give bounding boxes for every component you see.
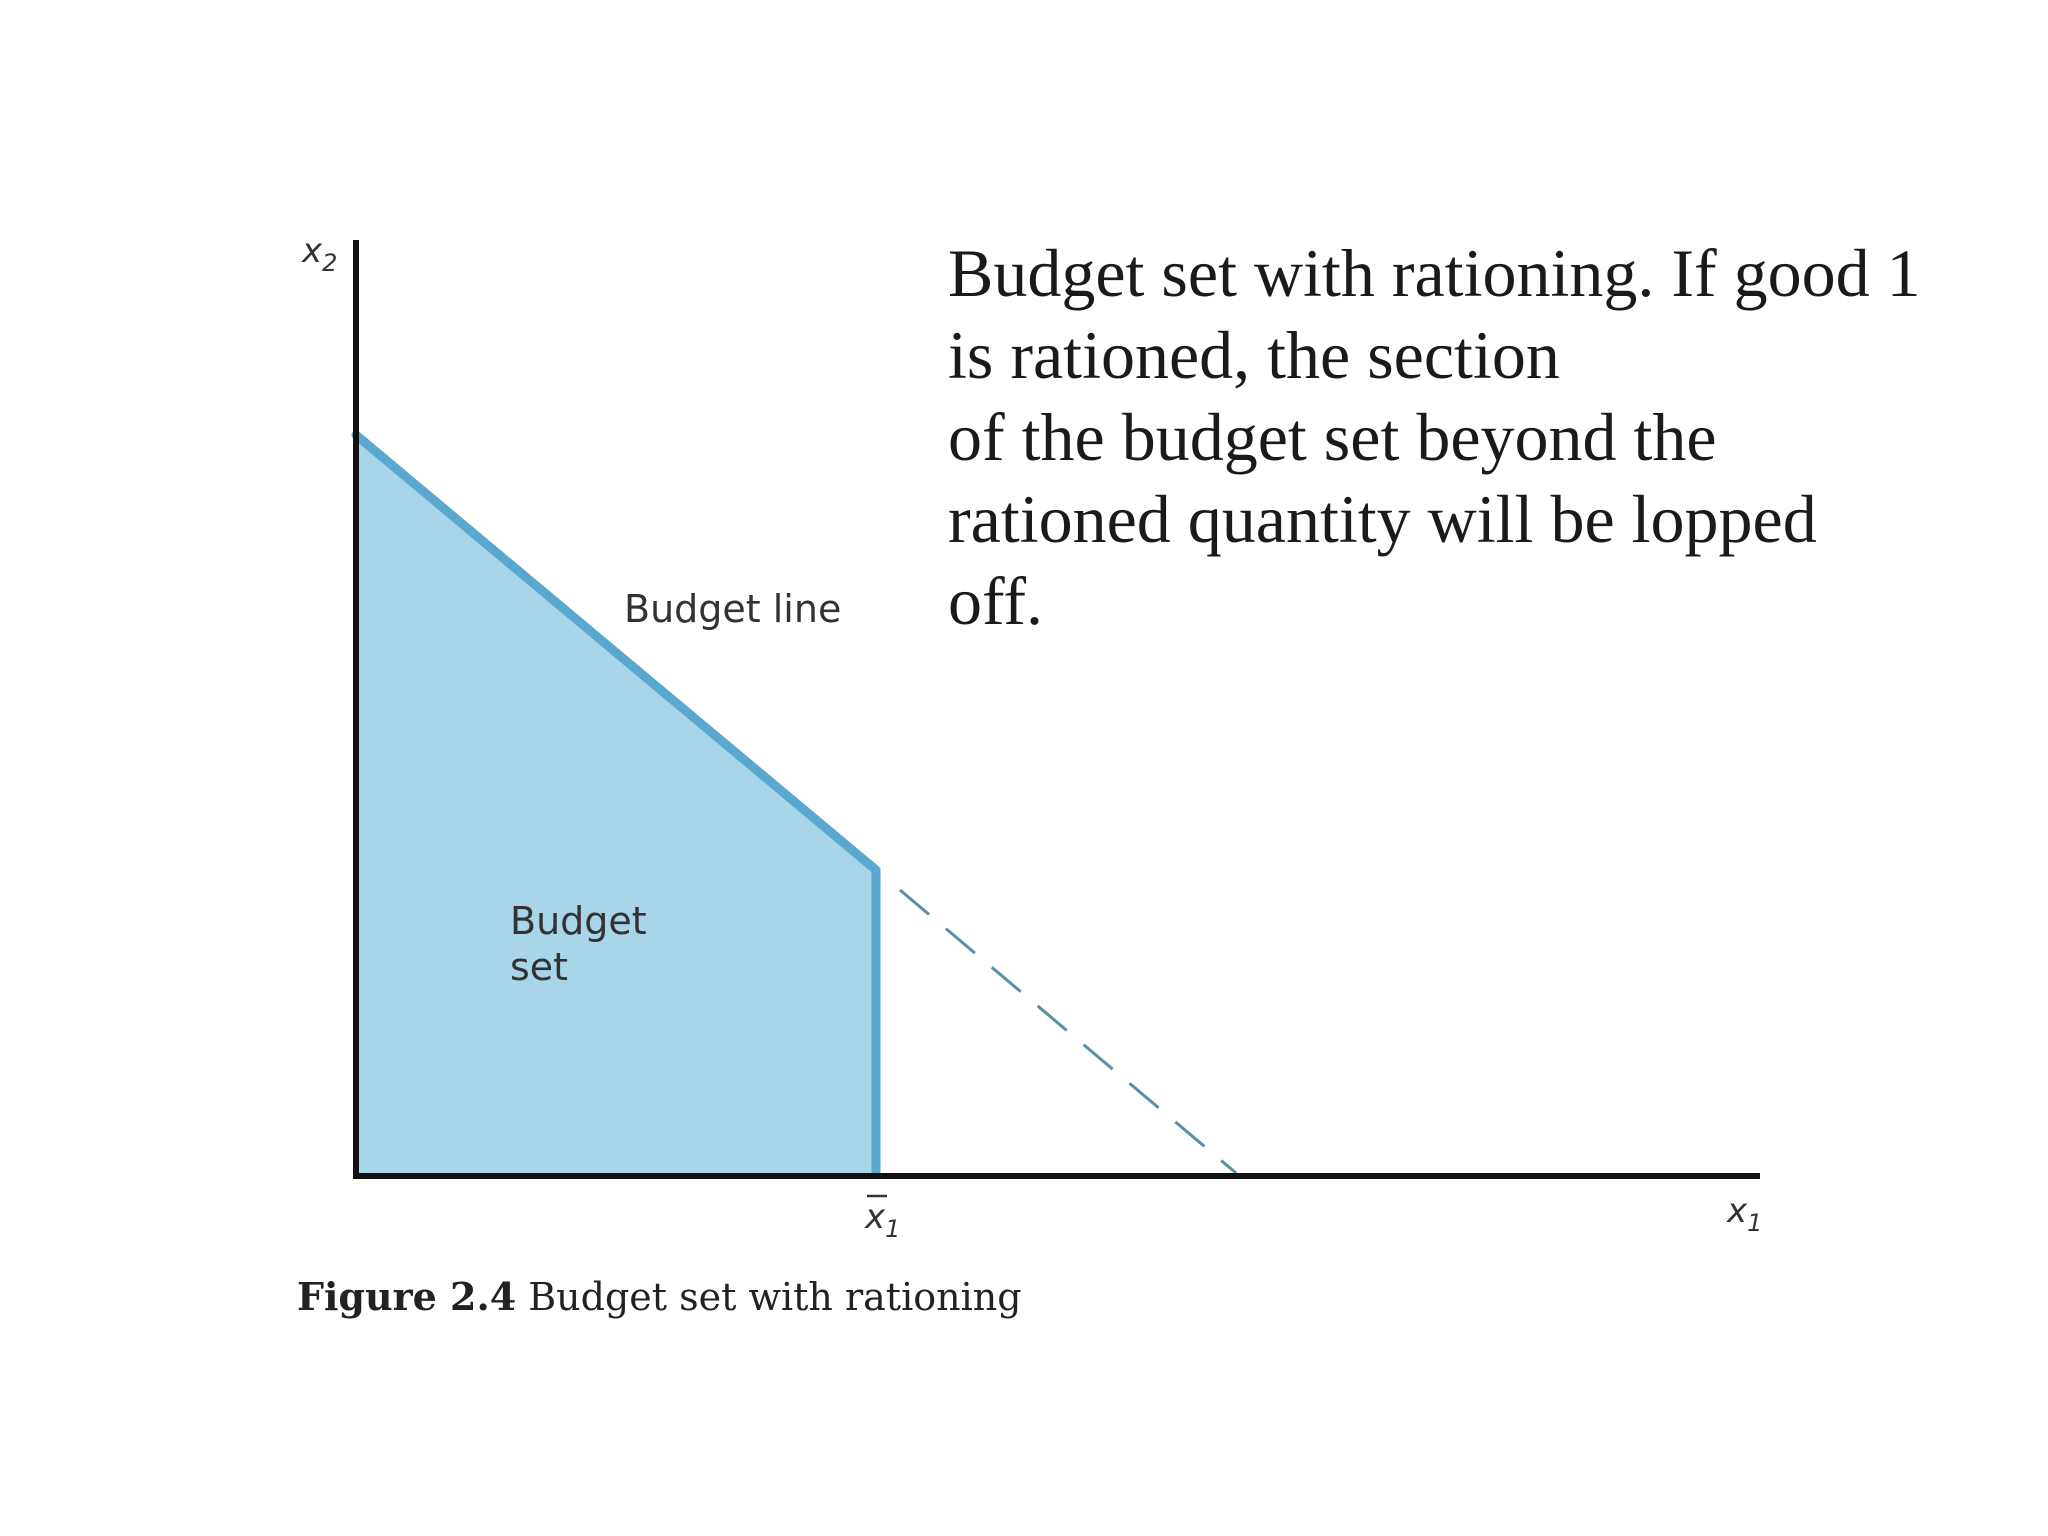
ration-quantity-label: x1	[864, 1194, 900, 1243]
x-axis-label: x1	[1726, 1191, 1762, 1237]
budget-line	[351, 430, 881, 875]
description-line: Budget set with rationing. If good 1	[948, 235, 1921, 311]
budget-set-label-line1: Budget	[510, 899, 647, 943]
y-axis-label: x2	[301, 231, 337, 277]
svg-text:x1: x1	[864, 1197, 900, 1243]
budget-set-region	[356, 435, 876, 1175]
budget-line-label: Budget line	[624, 587, 841, 631]
description-line: rationed quantity will be lopped	[948, 481, 1817, 557]
figure-number: Figure 2.4	[297, 1274, 517, 1319]
figure-title: Budget set with rationing	[528, 1275, 1022, 1319]
lopped-budget-line-dashed	[899, 888, 1237, 1175]
description-line: off.	[948, 563, 1044, 639]
description-line: is rationed, the section	[948, 317, 1560, 393]
description-line: of the budget set beyond the	[948, 399, 1717, 475]
budget-set-label-line2: set	[510, 945, 568, 989]
figure-caption: Figure 2.4 Budget set with rationing	[297, 1274, 1022, 1319]
description-text: Budget set with rationing. If good 1 is …	[948, 232, 2008, 642]
